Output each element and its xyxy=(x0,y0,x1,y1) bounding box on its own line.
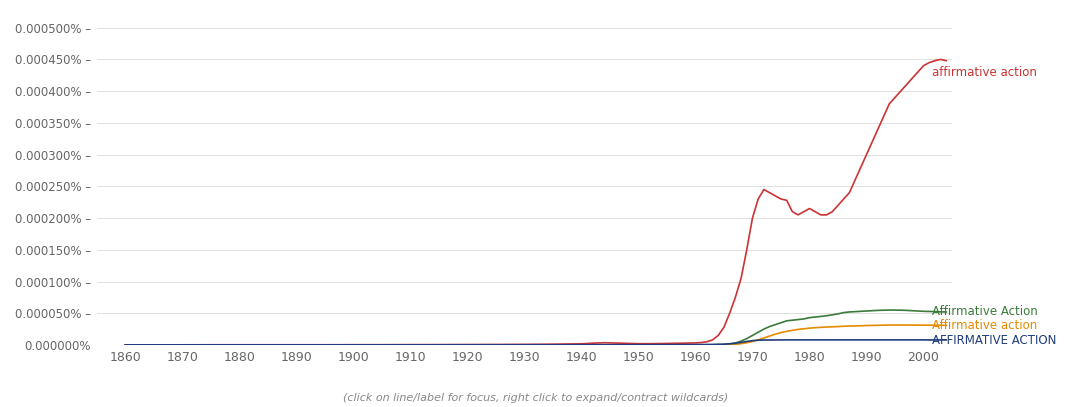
Text: Affirmative action: Affirmative action xyxy=(932,319,1038,332)
Text: AFFIRMATIVE ACTION: AFFIRMATIVE ACTION xyxy=(932,334,1056,347)
Text: (click on line/label for focus, right click to expand/contract wildcards): (click on line/label for focus, right cl… xyxy=(343,393,729,403)
Text: Affirmative Action: Affirmative Action xyxy=(932,305,1038,318)
Text: affirmative action: affirmative action xyxy=(932,66,1037,79)
